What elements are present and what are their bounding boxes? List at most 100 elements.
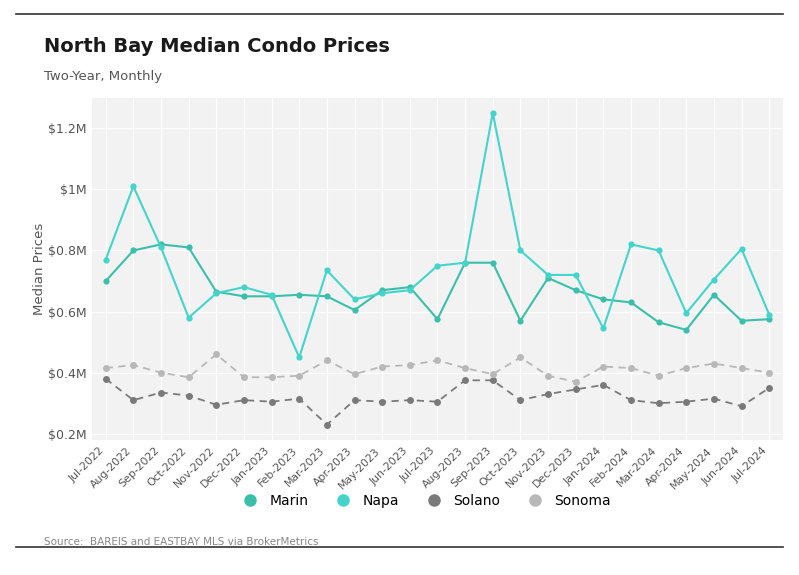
Marin (765, 316, 774, 323)
Line: Solano: Solano (102, 375, 773, 428)
Sonoma (157, 369, 166, 376)
Sonoma (515, 354, 525, 361)
Solano (377, 398, 387, 405)
Solano (239, 397, 248, 404)
Sonoma (460, 365, 470, 371)
Napa (682, 310, 691, 317)
Solano (294, 395, 304, 402)
Solano (405, 397, 415, 404)
Marin (433, 316, 443, 323)
Napa (129, 183, 138, 190)
Solano (101, 375, 110, 382)
Solano (212, 401, 221, 408)
Napa (598, 325, 608, 332)
Napa (654, 247, 663, 254)
Marin (129, 247, 138, 254)
Sonoma (184, 374, 193, 381)
Solano (350, 397, 360, 404)
Napa (765, 311, 774, 318)
Napa (460, 259, 470, 266)
Sonoma (737, 365, 746, 371)
Marin (488, 259, 498, 266)
Napa (294, 354, 304, 361)
Sonoma (598, 363, 608, 370)
Marin (157, 241, 166, 248)
Solano (488, 377, 498, 384)
Solano (626, 397, 636, 404)
Solano (543, 390, 553, 397)
Sonoma (294, 372, 304, 379)
Napa (570, 271, 580, 278)
Sonoma (405, 362, 415, 369)
Marin (184, 244, 193, 251)
Napa (322, 267, 332, 274)
Solano (598, 381, 608, 388)
Legend: Marin, Napa, Solano, Sonoma: Marin, Napa, Solano, Sonoma (230, 488, 617, 513)
Sonoma (129, 362, 138, 369)
Sonoma (212, 351, 221, 358)
Napa (405, 287, 415, 294)
Napa (737, 246, 746, 252)
Sonoma (543, 372, 553, 379)
Solano (515, 397, 525, 404)
Sonoma (239, 374, 248, 381)
Sonoma (488, 371, 498, 378)
Marin (570, 287, 580, 294)
Napa (377, 290, 387, 297)
Napa (239, 283, 248, 290)
Sonoma (322, 357, 332, 364)
Marin (710, 292, 719, 298)
Y-axis label: Median Prices: Median Prices (33, 223, 46, 315)
Sonoma (101, 365, 110, 371)
Napa (710, 276, 719, 283)
Solano (737, 403, 746, 410)
Solano (765, 385, 774, 392)
Sonoma (350, 371, 360, 378)
Marin (460, 259, 470, 266)
Marin (101, 278, 110, 285)
Sonoma (377, 363, 387, 370)
Napa (433, 262, 443, 269)
Marin (682, 327, 691, 334)
Napa (488, 110, 498, 117)
Line: Napa: Napa (102, 110, 773, 361)
Napa (626, 241, 636, 248)
Napa (515, 247, 525, 254)
Napa (157, 244, 166, 251)
Marin (654, 319, 663, 325)
Marin (598, 296, 608, 303)
Napa (184, 314, 193, 321)
Line: Marin: Marin (102, 242, 773, 333)
Marin (515, 317, 525, 324)
Sonoma (267, 374, 276, 381)
Sonoma (710, 360, 719, 367)
Marin (294, 292, 304, 298)
Marin (212, 288, 221, 295)
Solano (267, 398, 276, 405)
Solano (433, 398, 443, 405)
Sonoma (682, 365, 691, 371)
Marin (350, 306, 360, 313)
Marin (737, 317, 746, 324)
Napa (350, 296, 360, 303)
Marin (322, 293, 332, 300)
Solano (682, 398, 691, 405)
Napa (101, 256, 110, 263)
Solano (654, 400, 663, 407)
Solano (157, 389, 166, 396)
Napa (543, 271, 553, 278)
Text: Source:  BAREIS and EASTBAY MLS via BrokerMetrics: Source: BAREIS and EASTBAY MLS via Broke… (44, 536, 319, 547)
Napa (212, 290, 221, 297)
Solano (710, 395, 719, 402)
Text: Two-Year, Monthly: Two-Year, Monthly (44, 70, 162, 83)
Marin (543, 274, 553, 281)
Sonoma (570, 378, 580, 385)
Text: North Bay Median Condo Prices: North Bay Median Condo Prices (44, 37, 390, 56)
Sonoma (433, 357, 443, 364)
Sonoma (654, 372, 663, 379)
Solano (184, 392, 193, 399)
Solano (129, 397, 138, 404)
Napa (267, 292, 276, 298)
Marin (377, 287, 387, 294)
Marin (267, 293, 276, 300)
